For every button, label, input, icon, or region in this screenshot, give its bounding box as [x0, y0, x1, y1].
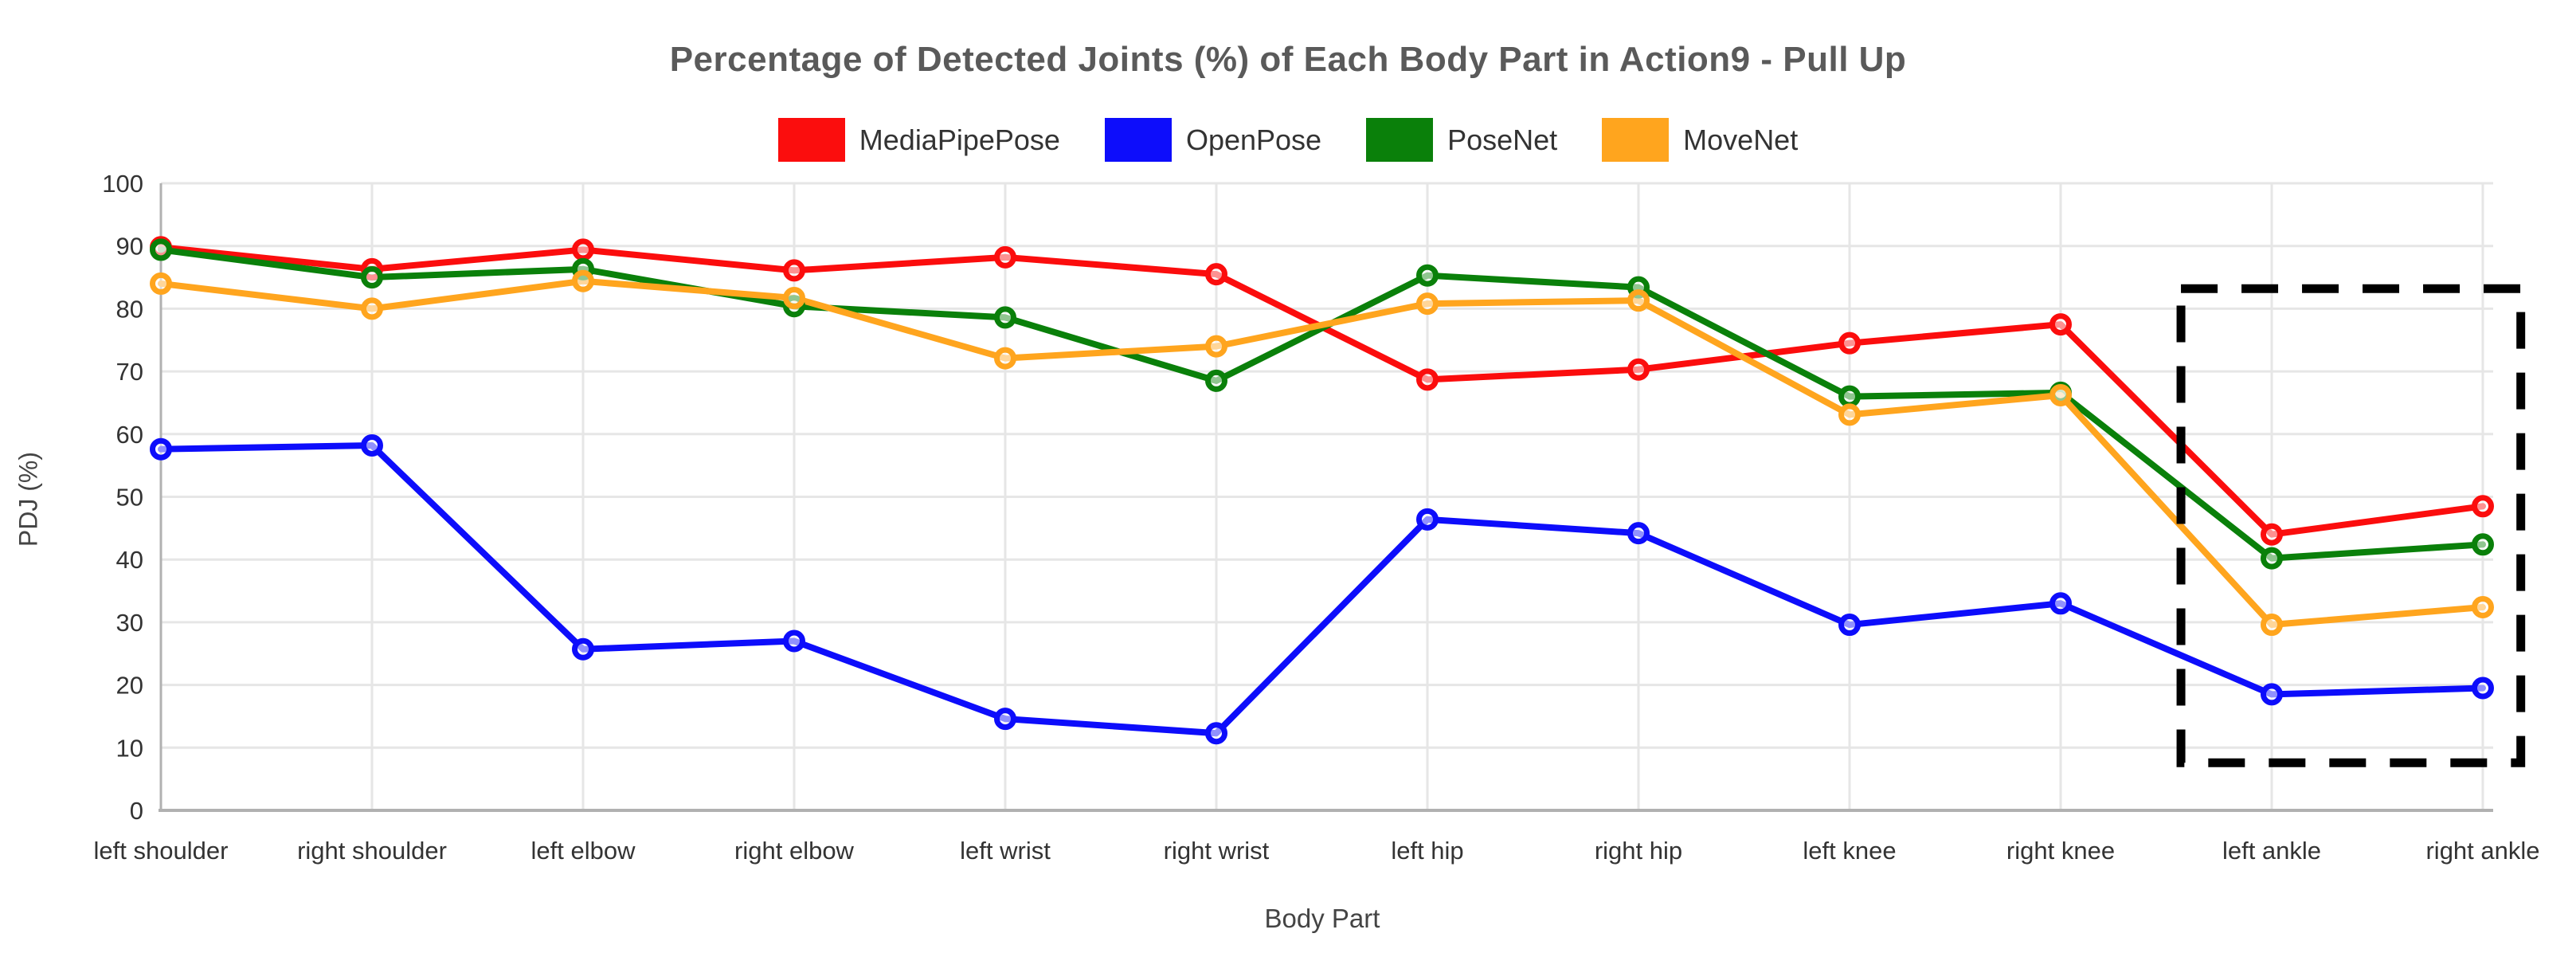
x-axis-title: Body Part [1264, 904, 1380, 933]
data-point-MediaPipePose-right-ankle [2472, 495, 2494, 518]
data-point-MediaPipePose-left-elbow [572, 238, 594, 261]
data-point-MoveNet-left-knee [1838, 403, 1861, 426]
annotation-dashed-box [2176, 284, 2526, 767]
chart-title: Percentage of Detected Joints (%) of Eac… [669, 40, 1907, 79]
data-point-OpenPose-right-hip [1627, 522, 1650, 545]
x-tick-label-left-shoulder: left shoulder [94, 837, 229, 865]
data-point-OpenPose-right-elbow [783, 629, 805, 653]
data-point-PoseNet-left-wrist [994, 306, 1016, 329]
data-point-MediaPipePose-right-elbow [783, 259, 805, 282]
x-tick-label-left-elbow: left elbow [531, 837, 636, 865]
y-tick-label-40: 40 [116, 546, 143, 574]
data-point-OpenPose-left-knee [1838, 614, 1861, 637]
data-point-PoseNet-right-wrist [1205, 369, 1227, 392]
series-line-MoveNet [158, 277, 2486, 629]
series-line-OpenPose [158, 441, 2486, 737]
data-point-OpenPose-left-ankle [2261, 683, 2283, 706]
data-point-OpenPose-right-wrist [1205, 722, 1227, 745]
x-tick-label-right-ankle: right ankle [2425, 837, 2539, 865]
legend-swatch-MoveNet [1602, 118, 1670, 162]
y-tick-label-20: 20 [116, 672, 143, 700]
data-point-OpenPose-right-ankle [2472, 677, 2494, 700]
data-point-MediaPipePose-left-knee [1838, 331, 1861, 355]
data-point-MoveNet-left-shoulder [150, 272, 172, 295]
data-point-PoseNet-left-hip [1416, 264, 1439, 287]
x-tick-label-right-knee: right knee [2006, 837, 2115, 865]
legend-item-OpenPose[interactable]: OpenPose [1104, 118, 1322, 162]
data-point-MoveNet-right-ankle [2472, 596, 2494, 619]
data-point-MoveNet-left-hip [1416, 292, 1439, 316]
data-point-MoveNet-right-knee [2049, 384, 2072, 407]
x-tick-label-left-hip: left hip [1391, 837, 1463, 865]
data-point-PoseNet-right-shoulder [361, 266, 383, 289]
data-point-MoveNet-right-elbow [783, 287, 805, 310]
data-point-MediaPipePose-left-hip [1416, 368, 1439, 391]
legend-item-MoveNet[interactable]: MoveNet [1602, 118, 1798, 162]
data-point-PoseNet-left-knee [1838, 385, 1861, 408]
y-tick-label-80: 80 [116, 295, 143, 323]
data-point-MoveNet-left-wrist [994, 347, 1016, 370]
legend-swatch-MediaPipePose [777, 118, 845, 162]
y-tick-label-90: 90 [116, 233, 143, 261]
chart-legend: MediaPipePose OpenPose PoseNet MoveNet [0, 118, 2576, 162]
legend-label: MediaPipePose [859, 123, 1060, 156]
legend-item-PoseNet[interactable]: PoseNet [1366, 118, 1557, 162]
legend-swatch-PoseNet [1366, 118, 1434, 162]
data-point-MoveNet-right-shoulder [361, 297, 383, 320]
data-point-MediaPipePose-left-ankle [2261, 523, 2283, 546]
y-tick-label-60: 60 [116, 421, 143, 449]
data-point-OpenPose-right-knee [2049, 592, 2072, 615]
data-point-PoseNet-right-ankle [2472, 533, 2494, 556]
x-tick-label-right-wrist: right wrist [1164, 837, 1270, 865]
data-point-MediaPipePose-right-hip [1627, 358, 1650, 381]
y-tick-label-10: 10 [116, 734, 143, 762]
data-point-OpenPose-left-elbow [572, 637, 594, 661]
x-tick-label-left-ankle: left ankle [2222, 837, 2321, 865]
x-tick-label-right-hip: right hip [1595, 837, 1682, 865]
data-point-OpenPose-left-wrist [994, 708, 1016, 731]
data-point-MediaPipePose-right-knee [2049, 313, 2072, 336]
legend-swatch-OpenPose [1104, 118, 1172, 162]
legend-label: PoseNet [1447, 123, 1558, 156]
data-point-MoveNet-left-elbow [572, 269, 594, 292]
legend-label: OpenPose [1185, 123, 1322, 156]
x-tick-label-right-elbow: right elbow [734, 837, 855, 865]
data-point-OpenPose-left-hip [1416, 508, 1439, 531]
series-line-PoseNet [158, 246, 2486, 562]
legend-item-MediaPipePose[interactable]: MediaPipePose [777, 118, 1060, 162]
data-point-PoseNet-left-shoulder [150, 238, 172, 261]
data-point-PoseNet-left-ankle [2261, 547, 2283, 570]
y-axis-title: PDJ (%) [14, 451, 43, 547]
data-point-MediaPipePose-right-wrist [1205, 263, 1227, 286]
y-tick-label-30: 30 [116, 609, 143, 637]
x-tick-label-left-knee: left knee [1803, 837, 1896, 865]
x-tick-label-left-wrist: left wrist [960, 837, 1051, 865]
y-tick-label-70: 70 [116, 358, 143, 386]
data-point-OpenPose-left-shoulder [150, 437, 172, 461]
data-point-MoveNet-left-ankle [2261, 614, 2283, 637]
data-point-MediaPipePose-left-wrist [994, 245, 1016, 269]
y-tick-label-100: 100 [102, 170, 143, 198]
data-point-OpenPose-right-shoulder [361, 433, 383, 457]
legend-label: MoveNet [1683, 123, 1799, 156]
x-tick-label-right-shoulder: right shoulder [297, 837, 447, 865]
data-point-MoveNet-right-hip [1627, 289, 1650, 312]
y-tick-label-0: 0 [130, 797, 143, 825]
y-tick-label-50: 50 [116, 484, 143, 512]
data-point-MoveNet-right-wrist [1205, 335, 1227, 358]
